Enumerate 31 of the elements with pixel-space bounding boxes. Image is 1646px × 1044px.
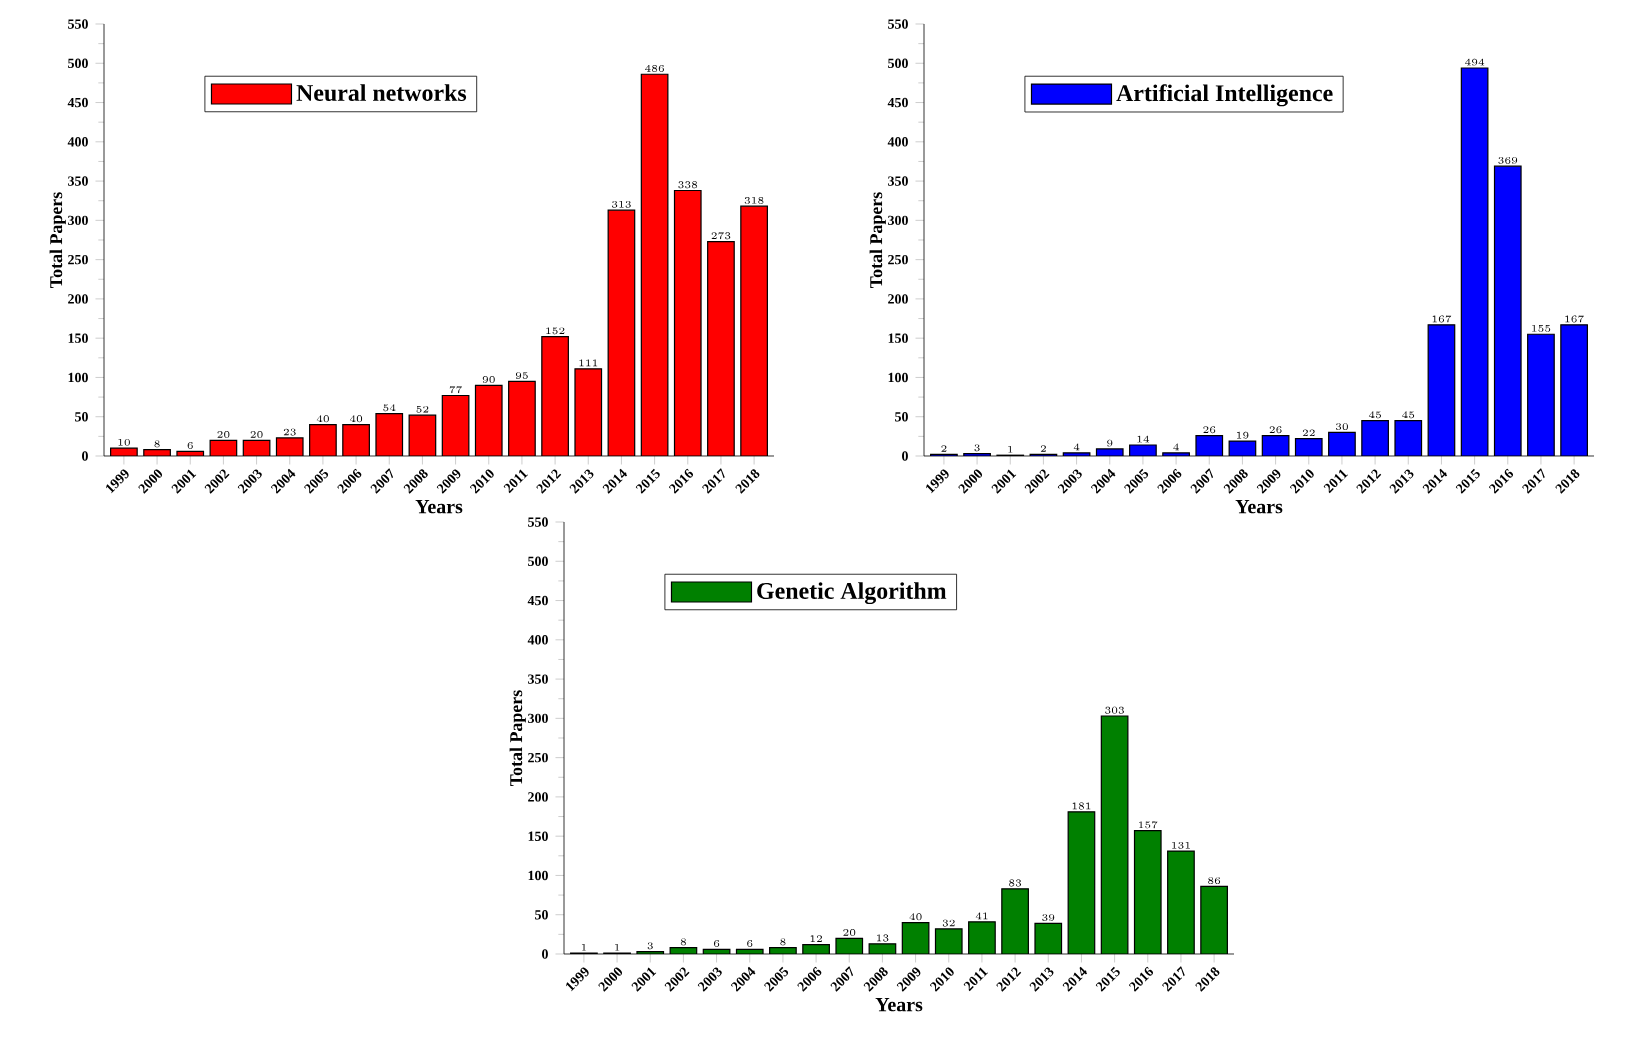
bar [442, 395, 469, 456]
bar [902, 922, 929, 954]
bar [375, 413, 403, 456]
bar [342, 424, 370, 456]
bar [1101, 716, 1128, 954]
x-axis-title: Years [415, 500, 463, 514]
bar [1134, 830, 1162, 954]
bar [409, 415, 436, 456]
bar [968, 921, 996, 954]
x-axis-title: Years [875, 998, 923, 1012]
bar [1068, 811, 1095, 954]
bar [608, 210, 635, 456]
x-axis-title: Years [1235, 500, 1283, 514]
bar [740, 205, 768, 456]
bar [674, 190, 702, 456]
y-axis-title: Total Papers [869, 192, 886, 288]
bar [574, 368, 602, 456]
bar [641, 74, 668, 456]
legend-label: Artificial Intelligence [1116, 84, 1333, 107]
bar [1167, 851, 1195, 954]
bar [1001, 888, 1029, 954]
y-axis-title: Total Papers [509, 690, 526, 786]
legend-label: Genetic Algorithm [757, 582, 947, 605]
bar [309, 424, 337, 456]
bar [508, 381, 536, 456]
bar [707, 241, 735, 456]
bar [1200, 885, 1228, 954]
legend-label: Neural networks [296, 84, 467, 102]
bar [541, 336, 569, 456]
bar [475, 385, 503, 456]
y-axis-title: Total Papers [49, 192, 66, 288]
